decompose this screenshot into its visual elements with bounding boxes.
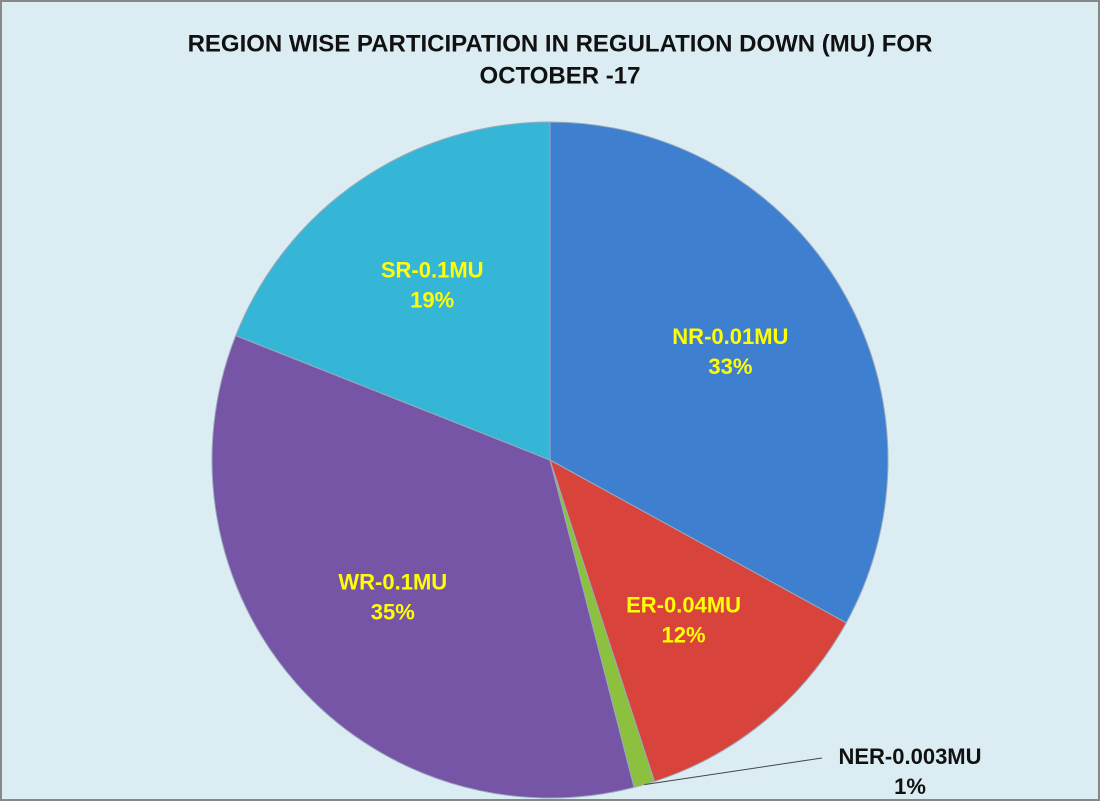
pie-slice xyxy=(235,121,551,461)
slice-value-label: 35% xyxy=(371,599,415,624)
slice-label: WR-0.1MU xyxy=(338,569,447,594)
slice-value-label: 12% xyxy=(662,622,706,647)
chart-title: OCTOBER -17 xyxy=(480,62,641,89)
pie-slice xyxy=(211,334,635,799)
slice-value-label: 19% xyxy=(410,287,454,312)
pie-slice xyxy=(549,458,847,783)
slice-label: NER-0.003MU xyxy=(838,744,981,769)
slice-value-label: 33% xyxy=(708,354,752,379)
slice-label: ER-0.04MU xyxy=(626,592,741,617)
chart-title: REGION WISE PARTICIPATION IN REGULATION … xyxy=(188,30,933,57)
pie-slice xyxy=(549,121,889,624)
leader-line xyxy=(644,757,823,786)
slice-value-label: 1% xyxy=(894,774,926,799)
slice-label: NR-0.01MU xyxy=(672,324,788,349)
slice-label: SR-0.1MU xyxy=(381,257,484,282)
